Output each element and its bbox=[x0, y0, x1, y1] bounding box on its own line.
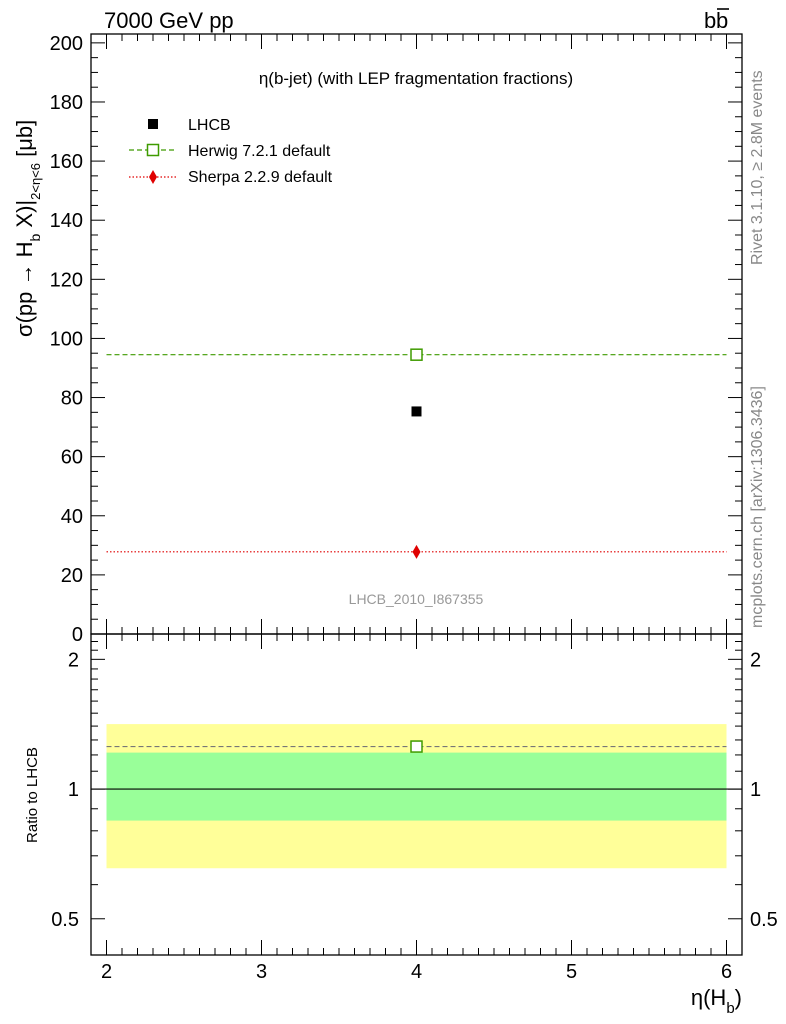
x-tick-label: 5 bbox=[566, 961, 577, 983]
main-y-tick-label: 40 bbox=[61, 506, 83, 528]
ratio-series-0-point bbox=[410, 740, 423, 753]
process-bbar: b bbox=[716, 8, 728, 33]
series-0-point bbox=[411, 406, 422, 417]
beam-label: 7000 GeV pp bbox=[104, 8, 234, 33]
ylabel-range: 2<η<6 bbox=[28, 163, 43, 200]
ylabel-unit: [μb] bbox=[12, 120, 37, 163]
x-tick-label: 3 bbox=[256, 961, 267, 983]
watermark: LHCB_2010_I867355 bbox=[349, 591, 484, 607]
legend-label-lhcb: LHCB bbox=[188, 117, 231, 134]
ratio-y-axis-label: Ratio to LHCB bbox=[24, 747, 41, 843]
ratio-y-tick-label-right: 1 bbox=[750, 779, 761, 801]
main-y-tick-label: 80 bbox=[61, 388, 83, 410]
legend-marker-herwig bbox=[146, 143, 160, 157]
main-y-tick-label: 180 bbox=[50, 92, 83, 114]
ratio-y-tick-label: 0.5 bbox=[51, 909, 79, 931]
main-y-tick-label: 100 bbox=[50, 328, 83, 350]
xlabel-close: ) bbox=[735, 985, 742, 1010]
legend-label-sherpa: Sherpa 2.2.9 default bbox=[188, 169, 333, 186]
mcplots-label: mcplots.cern.ch [arXiv:1306.3436] bbox=[749, 386, 766, 628]
legend: LHCB Herwig 7.2.1 default Sherpa 2.2.9 d… bbox=[129, 117, 333, 186]
ratio-plot-content bbox=[91, 724, 742, 869]
legend-marker-sherpa bbox=[149, 170, 157, 184]
ratio-y-ticks: 0.5 0.5 1 1 2 2 bbox=[51, 641, 778, 931]
main-y-tick-label: 60 bbox=[61, 447, 83, 469]
main-plot-content bbox=[106, 348, 727, 559]
ratio-y-tick-label: 1 bbox=[68, 779, 79, 801]
main-y-tick-label: 120 bbox=[50, 269, 83, 291]
legend-item-herwig: Herwig 7.2.1 default bbox=[129, 143, 331, 160]
main-title: η(b-jet) (with LEP fragmentation fractio… bbox=[259, 69, 573, 88]
process-label: b b bbox=[704, 8, 729, 33]
main-y-tick-label: 200 bbox=[50, 33, 83, 55]
ylabel-main: σ(pp → H bbox=[12, 242, 37, 338]
ratio-y-tick-label: 2 bbox=[68, 649, 79, 671]
legend-label-herwig: Herwig 7.2.1 default bbox=[188, 143, 331, 160]
main-y-ticks: 20 40 60 80 100 120 140 160 180 200 0 bbox=[50, 33, 742, 646]
series-2-point bbox=[412, 544, 421, 559]
ylabel-sub-b: b bbox=[27, 234, 43, 242]
process-b: b bbox=[704, 8, 716, 33]
ratio-panel: 0.5 0.5 1 1 2 2 2 3 4 5 6 Ratio to LHCB η(Hb) bbox=[24, 633, 778, 1017]
main-y-tick-label: 20 bbox=[61, 565, 83, 587]
x-tick-label: 2 bbox=[101, 961, 112, 983]
legend-item-sherpa: Sherpa 2.2.9 default bbox=[129, 169, 333, 186]
main-y-tick-label: 160 bbox=[50, 151, 83, 173]
legend-item-lhcb: LHCB bbox=[148, 117, 231, 134]
main-y-axis-label: σ(pp → Hb X)|2<η<6 [μb] bbox=[12, 120, 43, 337]
x-tick-label: 6 bbox=[721, 961, 732, 983]
xlabel-main: η(H bbox=[691, 985, 726, 1010]
x-tick-label: 4 bbox=[411, 961, 422, 983]
xlabel-sub: b bbox=[726, 1000, 734, 1017]
ratio-band-inner bbox=[106, 752, 727, 821]
main-y-tick-label-zero: 0 bbox=[72, 624, 83, 646]
main-y-tick-label: 140 bbox=[50, 210, 83, 232]
main-panel: 20 40 60 80 100 120 140 160 180 200 0 η(b-jet) (wi… bbox=[12, 33, 743, 646]
rivet-label: Rivet 3.1.10, ≥ 2.8M events bbox=[749, 70, 766, 265]
main-x-ticks bbox=[106, 34, 727, 634]
ratio-y-tick-label-right: 2 bbox=[750, 649, 761, 671]
ylabel-mid: X)| bbox=[12, 200, 37, 234]
series-1-point bbox=[410, 348, 423, 361]
legend-marker-lhcb bbox=[148, 119, 158, 129]
ratio-y-tick-label-right: 0.5 bbox=[750, 909, 778, 931]
ratio-x-ticks: 2 3 4 5 6 bbox=[101, 634, 732, 983]
x-axis-label: η(Hb) bbox=[691, 985, 742, 1017]
